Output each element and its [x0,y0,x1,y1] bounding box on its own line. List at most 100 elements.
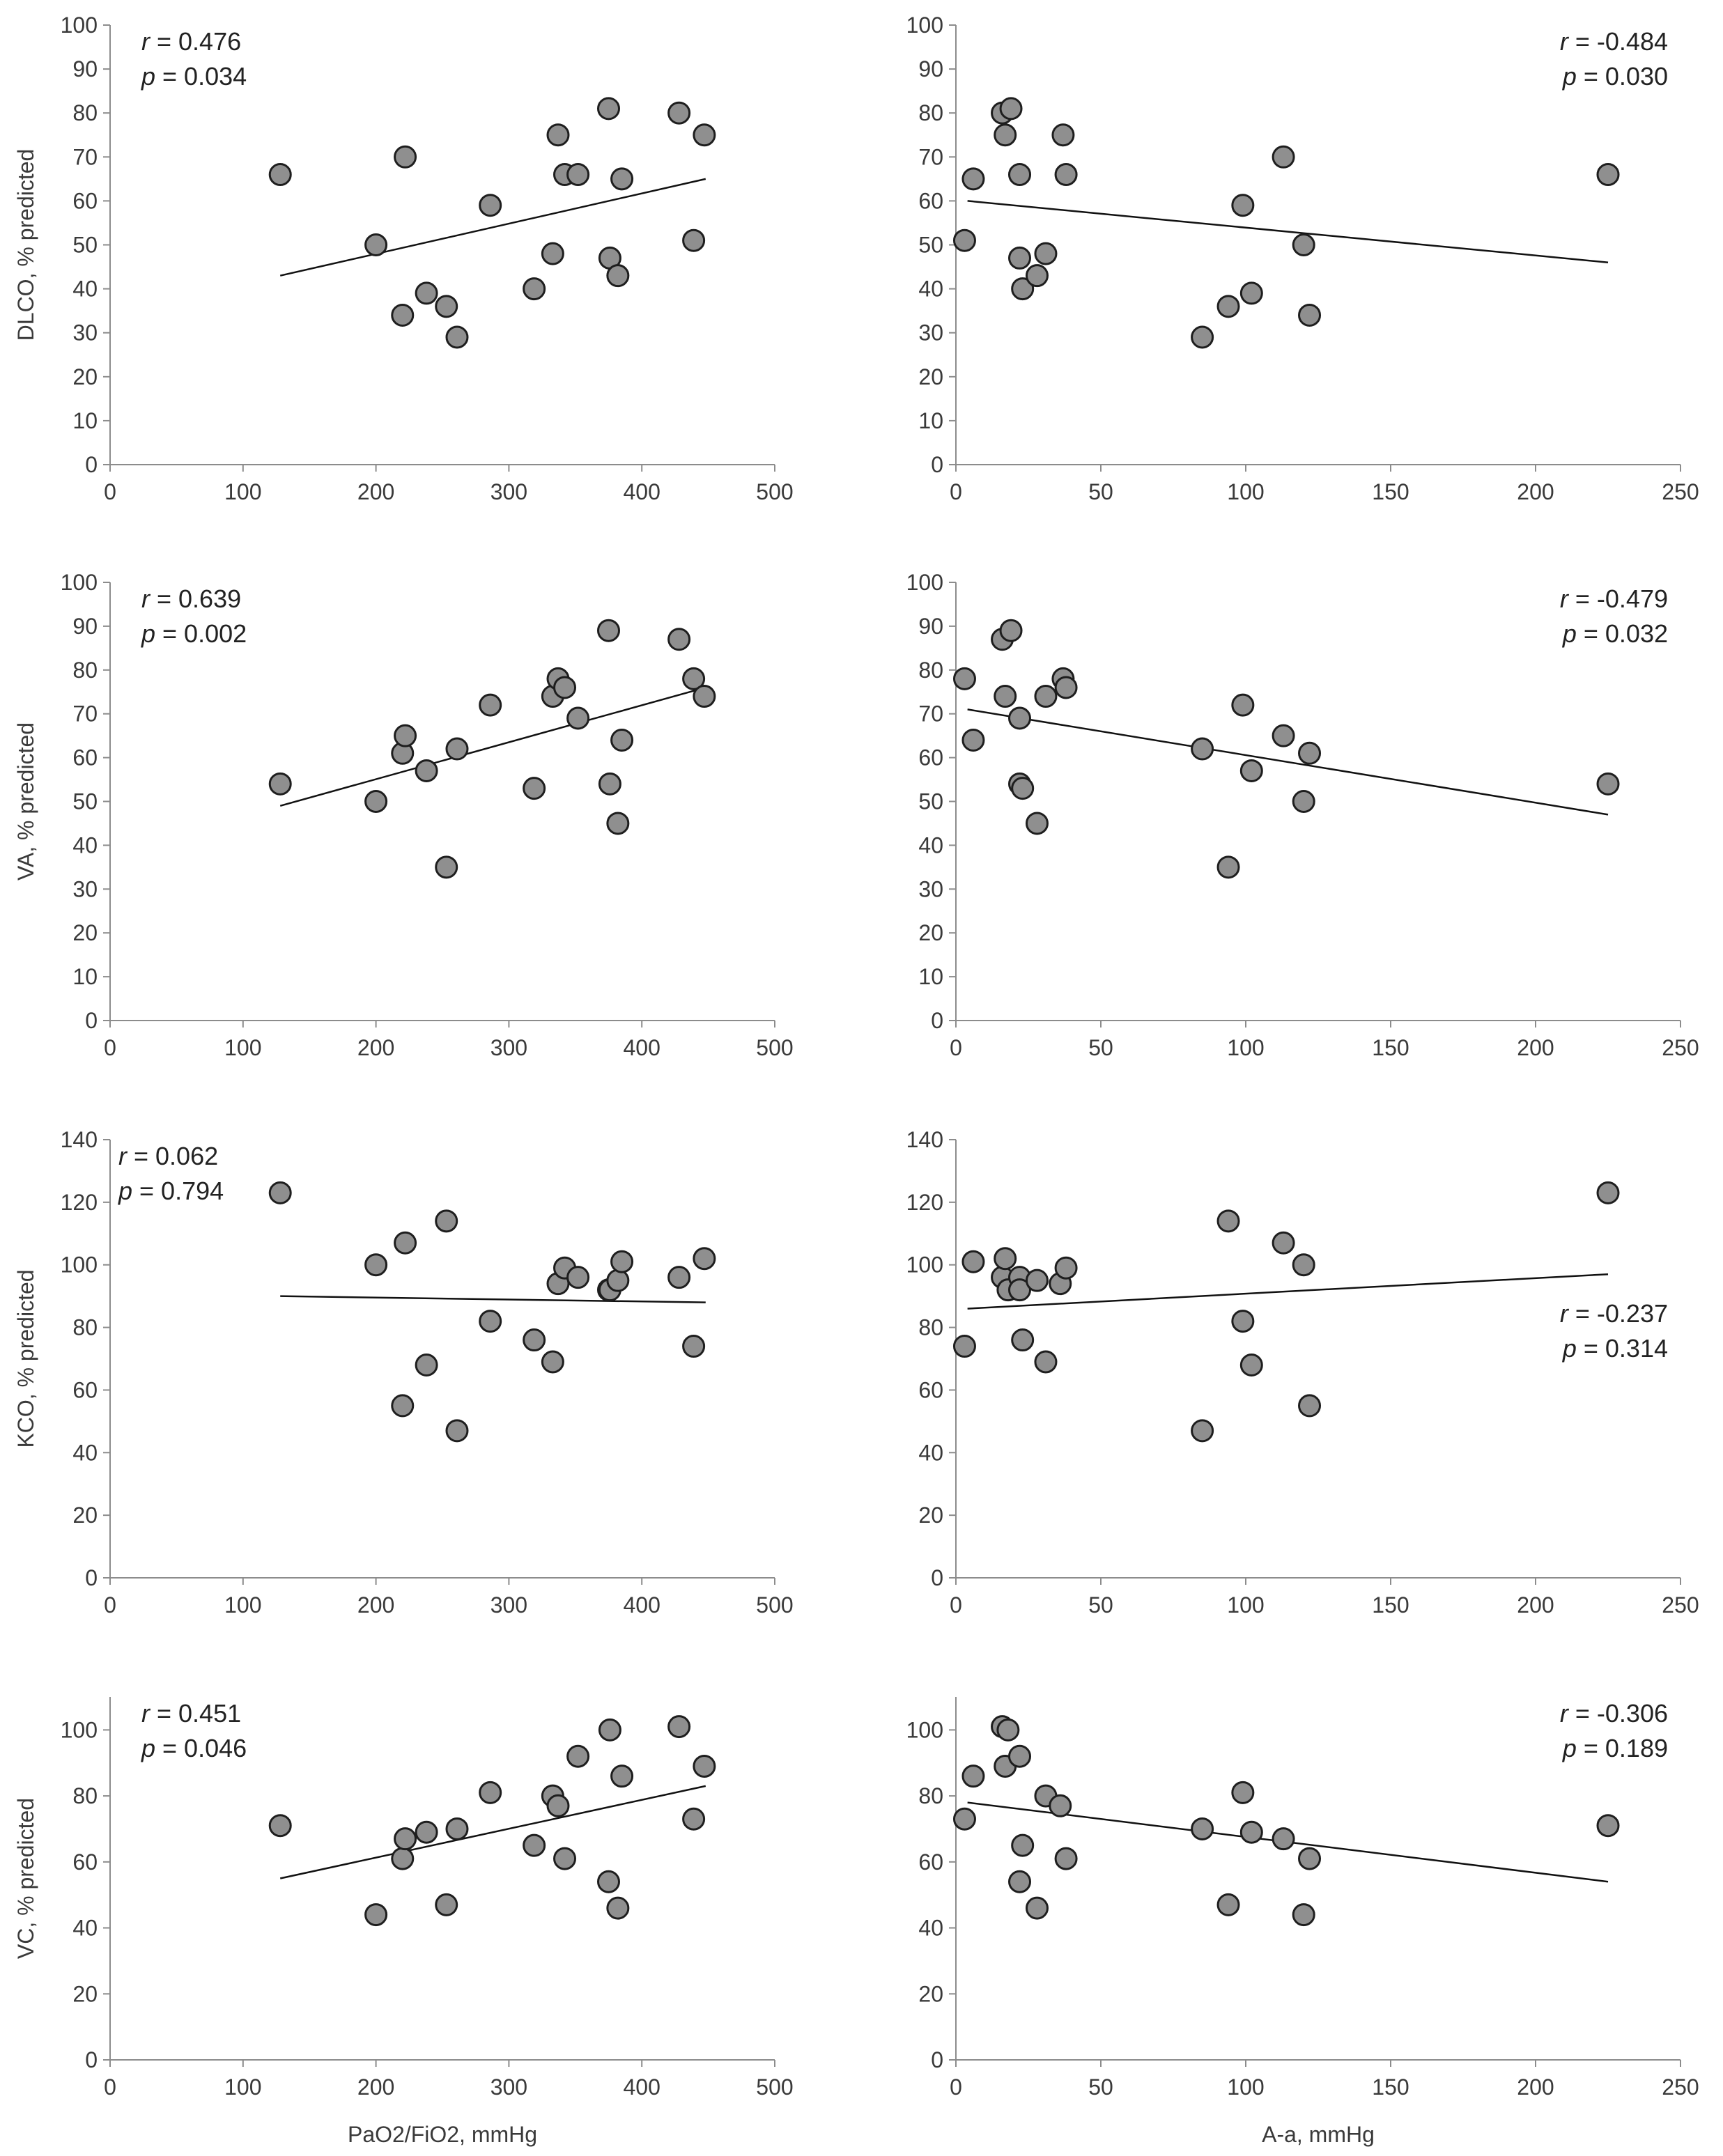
y-tick-label: 90 [72,56,98,82]
data-point [693,123,716,147]
data-point [1239,759,1263,782]
data-point [1596,772,1620,796]
x-tick-label: 250 [1662,1592,1699,1618]
x-tick-label: 100 [1227,1035,1264,1060]
data-point [1298,303,1322,327]
y-tick-label: 30 [72,320,98,346]
y-tick-label: 40 [918,832,943,858]
data-point [1272,145,1295,169]
data-point [479,1781,502,1804]
data-point [994,685,1017,708]
y-tick-label: 60 [72,1377,98,1402]
panel-va-vs-aa: 0 10 20 30 40 50 60 70 80 90 100 0 50 100 150 200 250 r =… [906,570,1699,1060]
data-point [1025,1896,1049,1920]
data-point [268,1181,292,1204]
y-tick-label: 100 [61,570,98,595]
x-tick-label: 100 [1227,479,1264,504]
data-point [598,1718,621,1742]
y-tick-label: 50 [918,233,943,258]
data-point [682,667,706,690]
stat-p: p = 0.046 [141,1734,247,1762]
x-tick-label: 100 [224,479,261,504]
data-point [961,1250,985,1273]
data-point [391,1394,415,1418]
x-tick-label: 400 [624,1035,660,1060]
x-tick-label: 250 [1662,2074,1699,2100]
y-tick-label: 90 [918,614,943,639]
y-tick-label: 100 [61,1717,98,1742]
data-point [1216,295,1240,318]
x-tick-label: 200 [357,1592,394,1618]
y-tick-label: 10 [918,408,943,433]
x-tick-label: 250 [1662,1035,1699,1060]
x-tick-label: 250 [1662,479,1699,504]
x-tick-label: 100 [1227,1592,1264,1618]
y-tick-label: 70 [918,701,943,727]
data-point [394,145,417,169]
stat-r: r = 0.639 [141,584,241,613]
data-point [364,790,388,813]
data-point [1231,194,1255,217]
y-tick-label: 80 [918,1315,943,1340]
data-point [1054,1256,1078,1280]
data-point [1054,676,1078,699]
data-point [961,1765,985,1788]
data-point [606,264,630,288]
stat-p: p = 0.030 [1562,62,1668,91]
y-tick-label: 60 [918,1377,943,1402]
panel-kco-vs-aa: 0 20 40 60 80 100 120 140 0 50 100 150 200 250 r = -0.… [906,1127,1699,1618]
stat-r: r = 0.451 [141,1699,241,1728]
data-point [597,97,620,121]
data-point [1054,1847,1078,1870]
y-tick-label: 40 [72,277,98,302]
x-tick-label: 100 [224,1592,261,1618]
y-tick-label: 40 [918,1916,943,1941]
y-tick-label: 0 [85,2047,98,2072]
y-tick-label: 80 [72,1315,98,1340]
data-point [364,233,388,256]
y-axis-label: VA, % predicted [13,722,38,881]
x-tick-label: 500 [756,2074,793,2100]
data-point [415,1353,438,1376]
y-tick-label: 100 [906,13,943,38]
data-point [445,1419,469,1443]
data-point [479,693,502,717]
data-point [1231,1310,1255,1333]
data-point [523,277,546,301]
x-tick-label: 200 [357,2074,394,2100]
x-tick-label: 0 [950,2074,962,2100]
data-point [598,772,621,796]
stat-r: r = -0.306 [1560,1699,1668,1728]
y-tick-label: 10 [918,964,943,989]
y-tick-label: 50 [72,789,98,814]
data-point [268,772,292,796]
data-point [268,163,292,187]
trend-line [967,200,1609,263]
y-tick-label: 0 [85,452,98,477]
y-tick-label: 30 [918,876,943,901]
data-point [999,619,1023,642]
y-tick-label: 40 [72,1916,98,1941]
data-point [523,1833,546,1857]
trend-line [280,1295,706,1303]
data-point [667,1715,691,1739]
data-point [1011,277,1035,301]
data-point [1191,1419,1214,1443]
data-point [1011,777,1035,800]
panel-kco-vs-pf: 0 20 40 60 80 100 120 140 0 100 200 300 400 500 KCO, %… [13,1127,794,1618]
data-point [1008,1870,1032,1893]
data-point [1011,1833,1035,1857]
data-point [415,1820,438,1844]
y-tick-label: 20 [918,1981,943,2006]
y-axis-label: DLCO, % predicted [13,149,38,341]
y-tick-label: 80 [918,658,943,683]
stat-p: p = 0.794 [118,1177,224,1205]
y-tick-label: 60 [918,188,943,213]
data-point [1049,1794,1072,1817]
data-point [415,759,438,782]
data-point [566,706,590,730]
x-tick-label: 0 [950,1592,962,1618]
y-tick-label: 90 [918,56,943,82]
data-point [553,676,577,699]
x-tick-label: 300 [490,1592,527,1618]
